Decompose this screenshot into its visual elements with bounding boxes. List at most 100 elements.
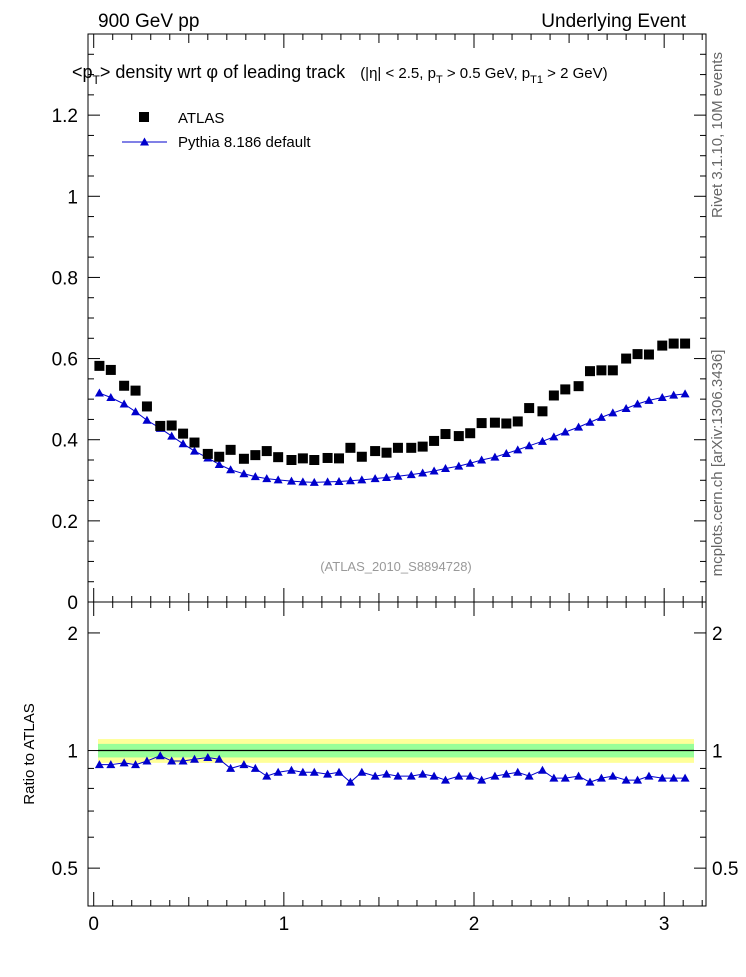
ratio-frame — [87, 601, 707, 907]
data-point — [632, 349, 643, 360]
ratio-point — [560, 773, 570, 782]
data-point — [189, 437, 200, 448]
mc-point — [106, 393, 116, 402]
data-point — [261, 446, 272, 457]
mc-point — [549, 432, 559, 441]
data-point — [406, 442, 417, 453]
ratio-y-tick-label: 1 — [67, 742, 78, 763]
mc-point — [273, 475, 283, 484]
data-point — [309, 455, 320, 465]
ratio-point — [406, 771, 416, 780]
data-point — [657, 340, 668, 351]
data-point — [94, 360, 105, 371]
mc-point — [465, 458, 475, 467]
mc-point — [429, 466, 439, 475]
mc-point — [621, 403, 631, 412]
rivet-label: Rivet 3.1.10, 10M events — [709, 52, 726, 218]
mc-point — [382, 472, 392, 481]
data-point — [214, 451, 225, 462]
data-point — [345, 442, 356, 453]
data-point — [607, 365, 618, 376]
data-point — [166, 420, 177, 431]
mc-point — [406, 470, 416, 479]
legend-data-label: ATLAS — [178, 110, 224, 127]
ratio-point — [345, 777, 355, 786]
data-point — [370, 446, 381, 457]
ratio-point — [454, 771, 464, 780]
ratio-point — [669, 773, 679, 782]
data-point — [297, 453, 308, 464]
mc-point — [298, 477, 308, 486]
data-point — [178, 428, 189, 439]
cuts-part-a: (|η| < 2.5, p — [360, 65, 436, 82]
x-tick-label: 0 — [88, 914, 99, 935]
mc-point — [345, 476, 355, 485]
data-point — [621, 353, 632, 364]
data-point — [250, 450, 261, 461]
header-left: 900 GeV pp — [98, 11, 199, 32]
title-part-a: <p — [72, 62, 93, 82]
mc-point — [657, 393, 667, 402]
ratio-point — [286, 765, 296, 774]
ratio-point — [440, 775, 450, 784]
mc-point — [596, 412, 606, 421]
data-point — [381, 447, 392, 458]
ratio-point — [334, 767, 344, 776]
cuts-part-b: > 0.5 GeV, p — [443, 65, 530, 82]
ratio-point — [214, 754, 224, 763]
mc-point — [393, 471, 403, 480]
data-point — [141, 401, 152, 412]
ratio-point — [465, 771, 475, 780]
mc-point — [131, 407, 141, 416]
y-tick-label: 0 — [67, 593, 78, 614]
data-point — [465, 428, 476, 439]
ratio-point — [680, 773, 690, 782]
mc-point — [226, 465, 236, 474]
ratio-point — [549, 773, 559, 782]
mc-point — [608, 408, 618, 417]
ratio-y-tick-label-right: 2 — [712, 624, 723, 645]
ratio-point — [94, 760, 104, 769]
mc-point — [142, 415, 152, 424]
ratio-point — [167, 756, 177, 765]
data-point — [512, 416, 523, 427]
ratio-point — [250, 763, 260, 772]
ratio-point — [189, 754, 199, 763]
mc-point — [537, 436, 547, 445]
ratio-point — [608, 771, 618, 780]
legend: ATLAS Pythia 8.186 default — [122, 110, 311, 151]
mc-point — [680, 389, 690, 398]
data-point — [524, 403, 535, 414]
watermark: (ATLAS_2010_S8894728) — [320, 559, 472, 574]
mc-point — [574, 422, 584, 431]
data-point — [392, 442, 403, 453]
y-tick-label: 0.2 — [52, 512, 78, 533]
ratio-point — [119, 758, 129, 767]
mc-point — [357, 475, 367, 484]
ratio-point — [429, 771, 439, 780]
y-tick-label: 0.8 — [52, 268, 78, 289]
ratio-point — [418, 769, 428, 778]
data-point — [322, 452, 333, 463]
ratio-point — [106, 760, 116, 769]
mc-point — [178, 439, 188, 448]
x-tick-label: 1 — [279, 914, 290, 935]
data-point — [560, 384, 571, 395]
data-point — [643, 349, 654, 360]
ratio-point — [323, 769, 333, 778]
mc-point — [524, 441, 534, 450]
title-part-b: > density wrt φ of leading track — [100, 62, 346, 82]
data-point — [585, 366, 596, 377]
data-point — [202, 448, 213, 459]
ratio-point — [203, 752, 213, 761]
ratio-point — [574, 771, 584, 780]
mc-point — [418, 468, 428, 477]
plot-title: <p T > density wrt φ of leading track (|η|… — [72, 62, 608, 87]
legend-data-marker — [139, 112, 149, 122]
mc-point — [501, 449, 511, 458]
cuts-sub1: T — [436, 74, 443, 86]
data-point — [155, 420, 166, 431]
ratio-plot: 0.5 0.5 1 1 2 2 0 1 2 3 — [52, 601, 738, 935]
ratio-point — [513, 767, 523, 776]
ratio-point — [309, 767, 319, 776]
